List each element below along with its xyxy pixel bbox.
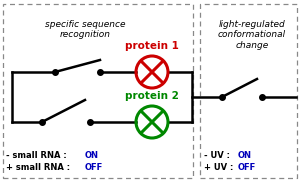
Text: OFF: OFF — [238, 163, 256, 172]
Bar — [200, 4, 297, 178]
Text: OFF: OFF — [85, 163, 103, 172]
Text: specific sequence
recognition: specific sequence recognition — [45, 20, 125, 39]
Text: protein 1: protein 1 — [125, 41, 179, 51]
Text: + UV :: + UV : — [204, 163, 236, 172]
Text: - small RNA :: - small RNA : — [6, 150, 70, 160]
Text: + small RNA :: + small RNA : — [6, 163, 73, 172]
Text: light-regulated
conformational
change: light-regulated conformational change — [218, 20, 286, 50]
Bar — [3, 4, 193, 178]
Text: protein 2: protein 2 — [125, 91, 179, 101]
Text: - UV :: - UV : — [204, 150, 233, 160]
Text: ON: ON — [85, 150, 99, 160]
Text: ON: ON — [238, 150, 252, 160]
